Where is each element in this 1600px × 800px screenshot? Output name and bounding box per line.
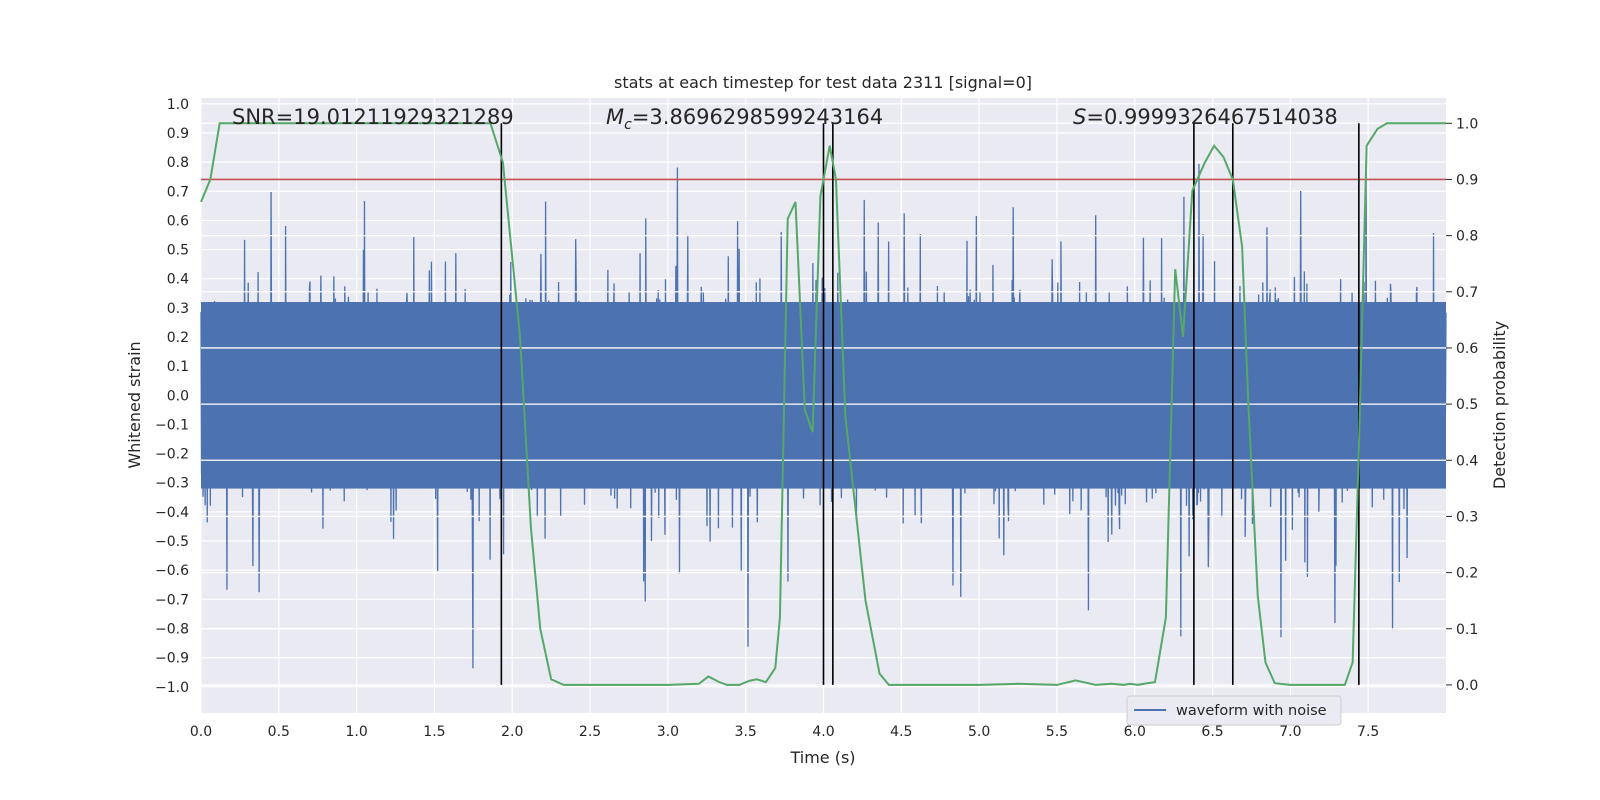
- right-axis-title: Detection probability: [1490, 321, 1509, 489]
- y-left-tick-label: −0.6: [155, 563, 189, 579]
- score-value: =0.9999326467514038: [1086, 105, 1337, 129]
- y-left-tick-label: 0.7: [167, 184, 189, 200]
- y-left-tick-label: 0.9: [167, 126, 189, 142]
- x-tick-label: 3.5: [735, 724, 757, 740]
- y-left-tick-label: −0.7: [155, 592, 189, 608]
- x-tick-label: 1.0: [345, 724, 367, 740]
- left-axis-title: Whitened strain: [125, 341, 144, 468]
- y-right-tick-label: 1.0: [1456, 116, 1478, 132]
- chirp-mass-subscript: c: [624, 117, 632, 133]
- y-right-tick-label: 0.5: [1456, 397, 1478, 413]
- y-right-tick-label: 0.8: [1456, 229, 1478, 245]
- detection-probability-line: [200, 122, 1446, 686]
- y-right-tick-label: 0.2: [1456, 566, 1478, 582]
- y-left-tick-label: 0.6: [167, 213, 189, 229]
- x-tick-label: 6.0: [1124, 724, 1146, 740]
- y-right-tick-label: 0.3: [1456, 509, 1478, 525]
- y-right-tick-label: 0.9: [1456, 172, 1478, 188]
- x-tick-label: 7.5: [1357, 724, 1379, 740]
- y-left-tick-label: 0.4: [167, 272, 189, 288]
- chirp-mass-annotation: Mc=3.8696298599243164: [606, 105, 883, 133]
- x-tick-label: 5.5: [1046, 724, 1068, 740]
- legend-box: [1126, 695, 1342, 726]
- y-left-tick-label: −0.1: [155, 417, 189, 433]
- y-right-tick-label: 0.7: [1456, 285, 1478, 301]
- x-tick-label: 0.5: [268, 724, 290, 740]
- chirp-mass-value: =3.8696298599243164: [632, 105, 883, 129]
- y-left-tick-label: 0.8: [167, 155, 189, 171]
- x-tick-label: 7.0: [1279, 724, 1301, 740]
- score-symbol: S: [1073, 105, 1086, 129]
- y-left-tick-label: −0.4: [155, 505, 189, 521]
- y-right-tick-label: 0.6: [1456, 341, 1478, 357]
- left-axis-ticks: 1.0 0.9 0.8 0.7 0.6 0.5 0.4 0.3 0.2 0.1 0.0 −0.1 −0.…: [155, 97, 189, 696]
- y-left-tick-label: 0.1: [167, 359, 189, 375]
- x-axis-ticks: 0.0 0.5 1.0 1.5 2.0 2.5 3.0 3.5 4.0 4.5 5.0 5.5 6.0 6…: [190, 724, 1379, 740]
- x-tick-label: 3.0: [657, 724, 679, 740]
- chirp-mass-symbol: M: [606, 105, 624, 129]
- y-left-tick-label: −0.2: [155, 447, 189, 463]
- y-left-tick-label: 0.5: [167, 243, 189, 259]
- x-tick-label: 6.5: [1201, 724, 1223, 740]
- y-left-tick-label: 0.2: [167, 330, 189, 346]
- x-tick-label: 4.5: [890, 724, 912, 740]
- overlay: [200, 122, 1446, 686]
- y-right-tick-label: 0.4: [1456, 453, 1478, 469]
- right-axis-ticks: 1.0 0.9 0.8 0.7 0.6 0.5 0.4 0.3 0.2 0.1 0.0: [1446, 116, 1478, 694]
- y-left-tick-label: −1.0: [155, 680, 189, 696]
- x-axis-title: Time (s): [789, 748, 855, 767]
- y-right-tick-label: 0.1: [1456, 622, 1478, 638]
- y-left-tick-label: 0.3: [167, 301, 189, 317]
- x-tick-label: 2.0: [501, 724, 523, 740]
- legend-label: waveform with noise: [1176, 703, 1327, 719]
- y-left-tick-label: −0.3: [155, 476, 189, 492]
- y-left-tick-label: −0.9: [155, 651, 189, 667]
- x-tick-label: 5.0: [968, 724, 990, 740]
- y-left-tick-label: −0.5: [155, 534, 189, 550]
- y-right-tick-label: 0.0: [1456, 678, 1478, 694]
- y-left-tick-label: 0.0: [167, 388, 189, 404]
- snr-annotation: SNR=19.01211929321289: [232, 105, 514, 129]
- x-tick-label: 4.0: [812, 724, 834, 740]
- y-left-tick-label: 1.0: [167, 97, 189, 113]
- score-annotation: S=0.9999326467514038: [1073, 105, 1338, 129]
- y-left-tick-label: −0.8: [155, 621, 189, 637]
- x-tick-label: 0.0: [190, 724, 212, 740]
- chart-title: stats at each timestep for test data 231…: [614, 73, 1032, 92]
- x-tick-label: 2.5: [579, 724, 601, 740]
- x-tick-label: 1.5: [423, 724, 445, 740]
- legend: waveform with noise: [1126, 695, 1342, 726]
